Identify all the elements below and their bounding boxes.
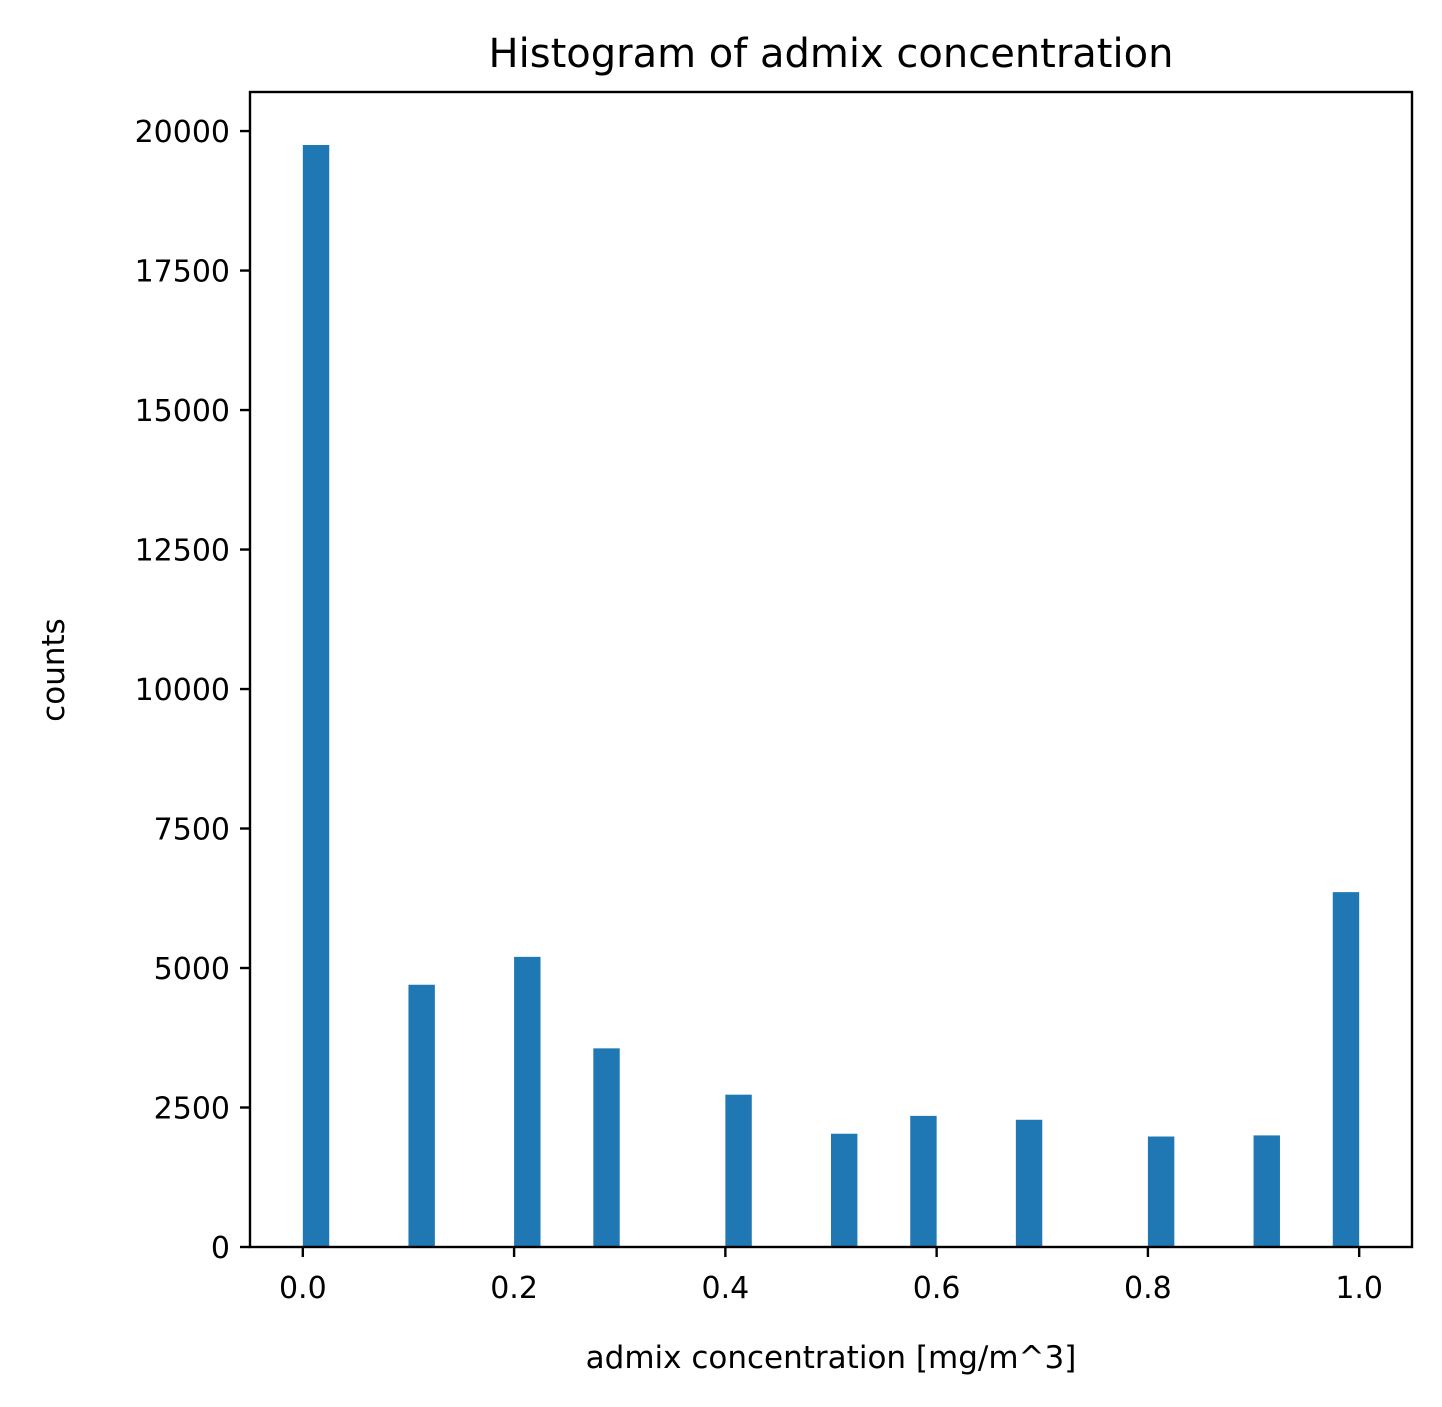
histogram-bar-1 [408, 984, 435, 1247]
y-tick-label: 12500 [135, 534, 230, 569]
histogram-bar-3 [593, 1048, 620, 1247]
x-axis-ticks: 0.0 0.2 0.4 0.6 0.8 1.0 [279, 1247, 1383, 1306]
x-tick-label: 0.8 [1124, 1271, 1172, 1306]
bars-group [302, 145, 1360, 1247]
y-tick-label: 0 [211, 1231, 230, 1266]
x-tick-label: 0.0 [279, 1271, 327, 1306]
histogram-bar-6 [910, 1115, 937, 1247]
y-axis-label: counts [36, 618, 72, 722]
x-tick-label: 0.6 [913, 1271, 961, 1306]
histogram-bar-2 [514, 956, 541, 1247]
histogram-bar-7 [1015, 1119, 1043, 1247]
histogram-bar-4 [725, 1094, 752, 1247]
x-tick-label: 0.2 [490, 1271, 538, 1306]
chart-title: Histogram of admix concentration [489, 31, 1174, 77]
y-tick-label: 7500 [154, 813, 230, 848]
y-tick-label: 10000 [135, 673, 230, 708]
x-tick-label: 0.4 [702, 1271, 750, 1306]
y-tick-label: 5000 [154, 952, 230, 987]
y-tick-label: 17500 [135, 255, 230, 290]
y-tick-label: 20000 [135, 115, 230, 150]
x-tick-label: 1.0 [1335, 1271, 1383, 1306]
histogram-bar-5 [831, 1133, 858, 1247]
histogram-bar-8 [1147, 1136, 1175, 1247]
y-tick-label: 2500 [154, 1092, 230, 1127]
y-axis-ticks: 0 2500 5000 7500 10000 12500 15000 17500 20000 [135, 115, 250, 1266]
histogram-bar-10 [1332, 892, 1360, 1247]
y-tick-label: 15000 [135, 394, 230, 429]
histogram-bar-0 [302, 145, 330, 1247]
histogram-bar-9 [1253, 1135, 1280, 1247]
plot-frame [248, 90, 1414, 1249]
x-axis-label: admix concentration [mg/m^3] [586, 1340, 1077, 1376]
